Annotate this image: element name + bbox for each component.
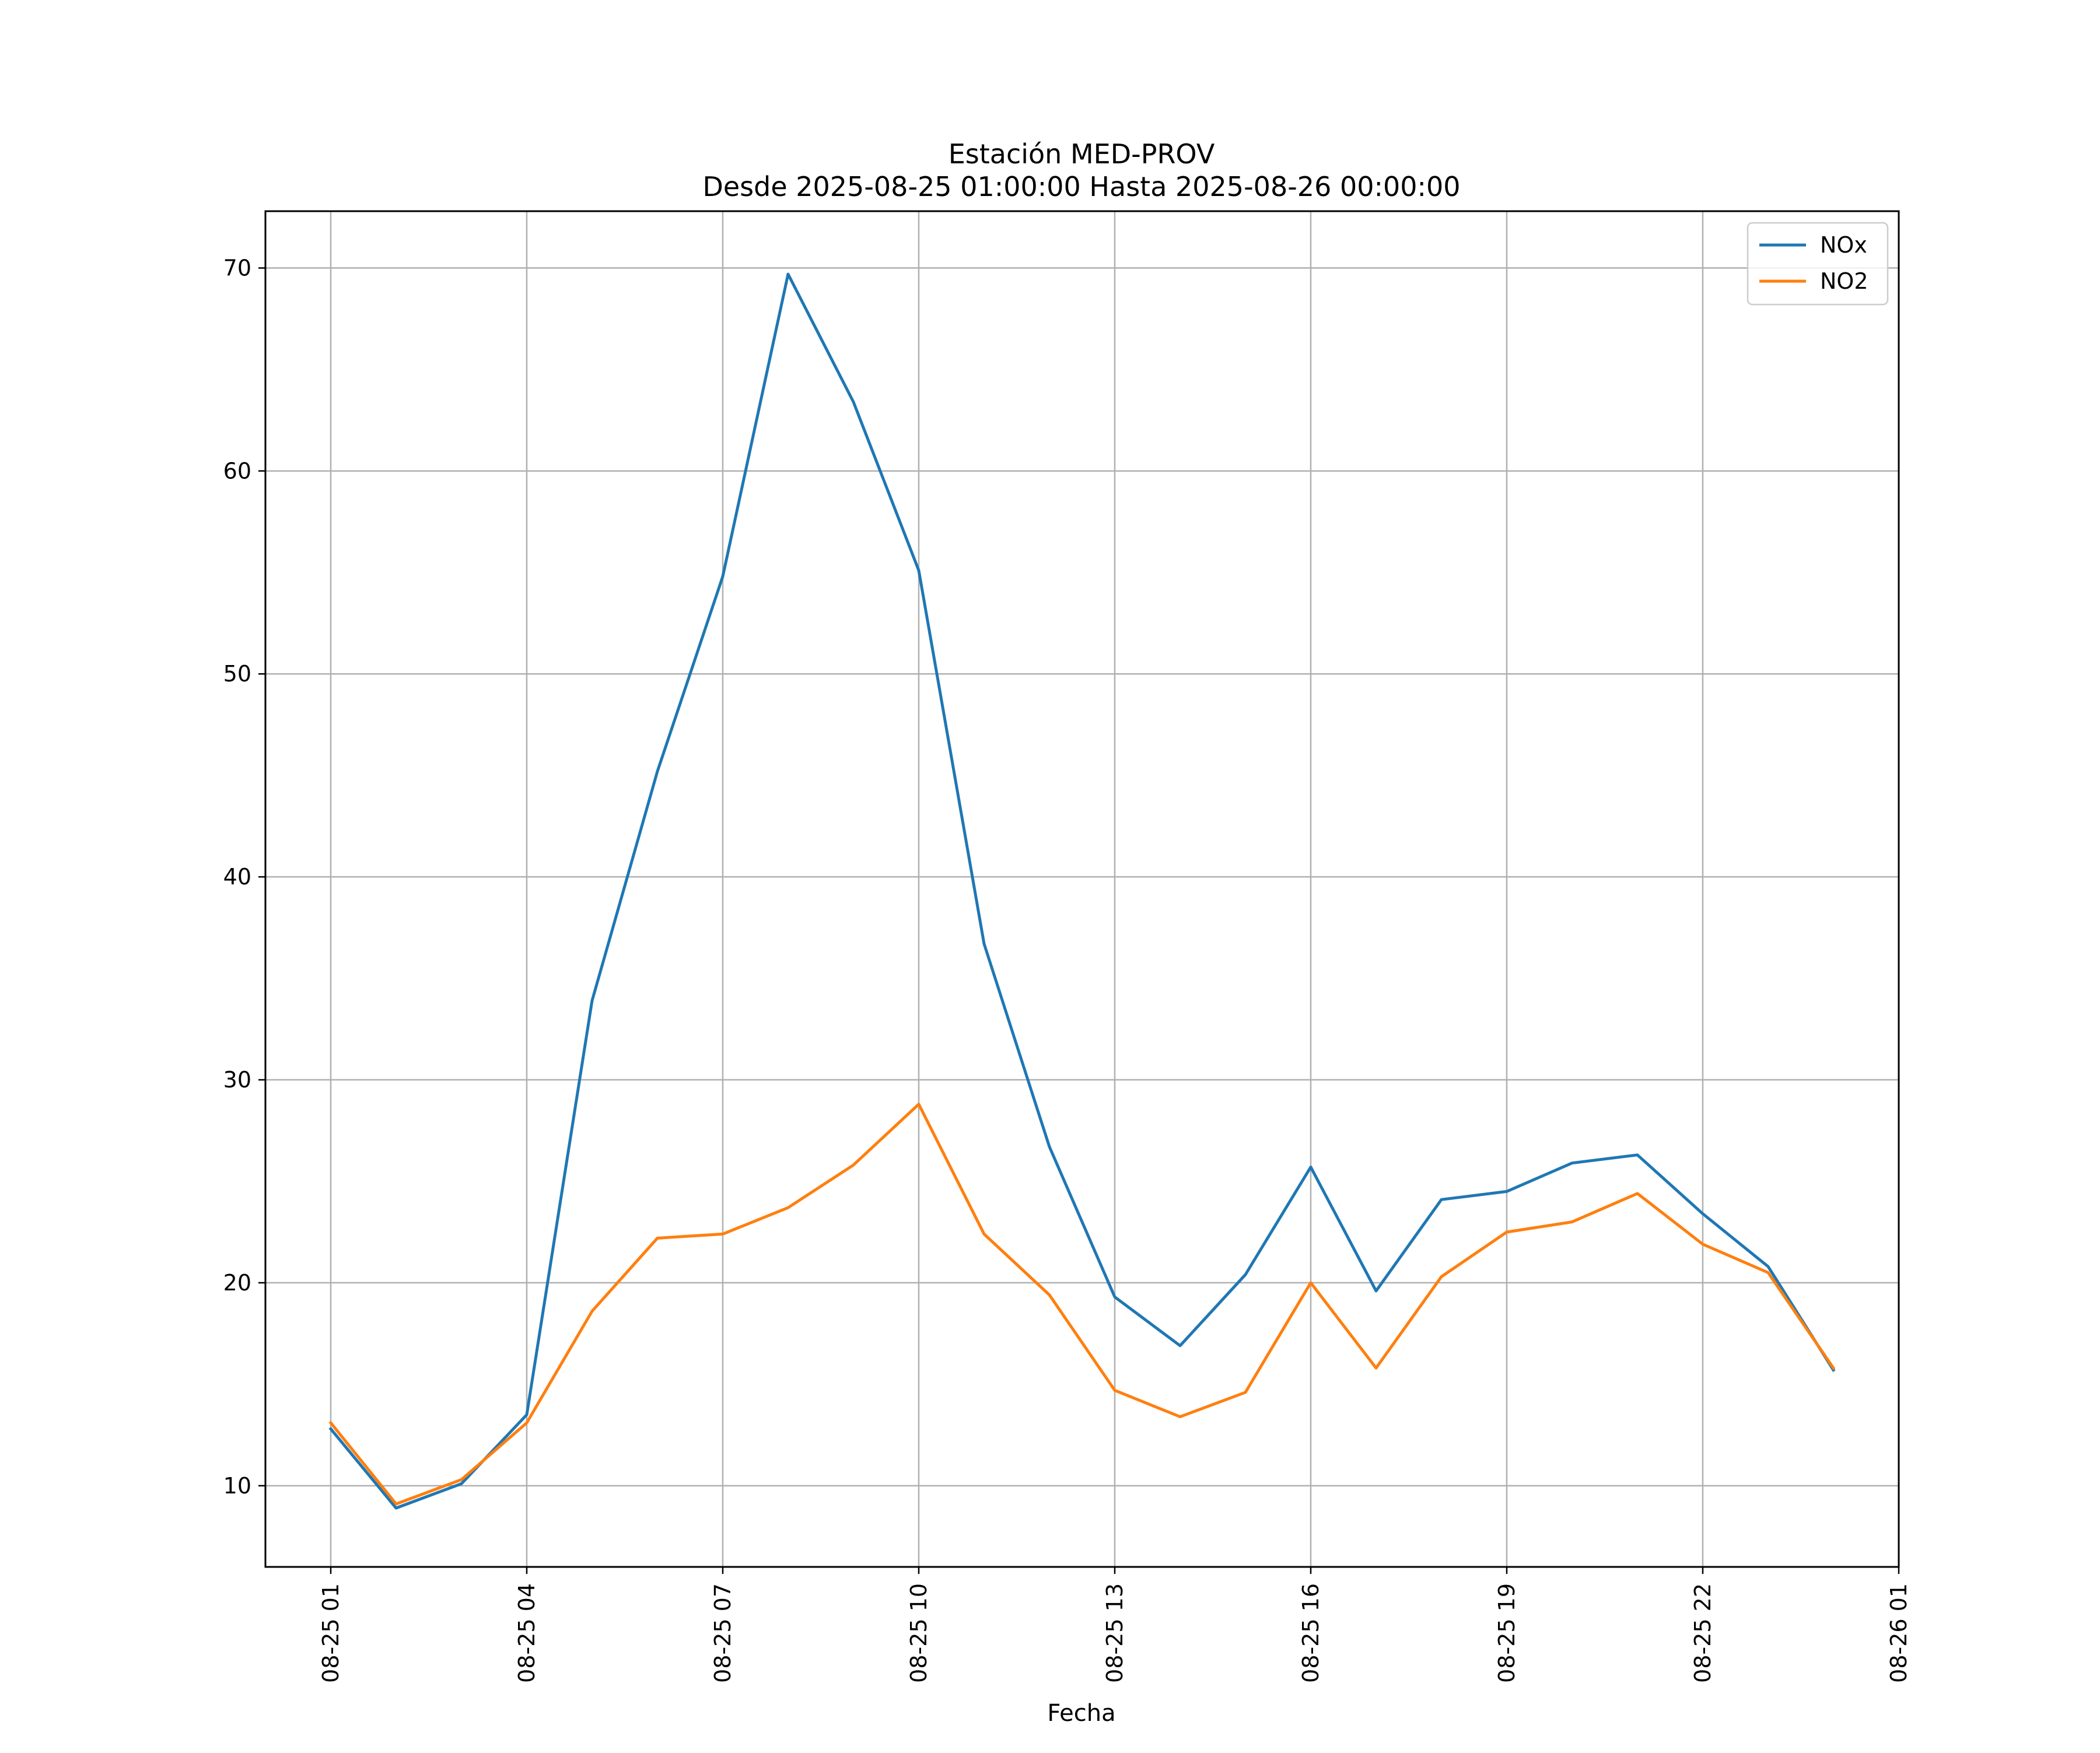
x-axis-label: Fecha: [1047, 1700, 1115, 1727]
x-tick-label: 08-25 07: [710, 1583, 736, 1683]
x-tick-label: 08-25 22: [1690, 1583, 1716, 1683]
x-tick-label: 08-25 13: [1102, 1583, 1128, 1683]
x-tick-label: 08-25 19: [1494, 1583, 1520, 1683]
x-tick-label: 08-25 16: [1298, 1583, 1324, 1683]
series-line-no2: [331, 1104, 1833, 1504]
grid: [265, 211, 1899, 1567]
legend: NOx NO2: [1748, 223, 1888, 305]
y-tick-label: 40: [223, 864, 251, 890]
x-tick-label: 08-26 01: [1886, 1583, 1912, 1683]
chart-subtitle: Desde 2025-08-25 01:00:00 Hasta 2025-08-…: [702, 171, 1460, 202]
x-tick-label: 08-25 01: [318, 1583, 344, 1683]
y-tick-label: 20: [223, 1270, 251, 1296]
x-tick-label: 08-25 10: [906, 1583, 932, 1683]
y-tick-label: 30: [223, 1067, 251, 1093]
x-tick-label: 08-25 04: [514, 1583, 540, 1683]
legend-label-no2: NO2: [1820, 268, 1868, 294]
legend-label-nox: NOx: [1820, 232, 1867, 258]
y-tick-label: 10: [223, 1473, 251, 1499]
plot-frame: [265, 211, 1899, 1567]
series-lines: [331, 274, 1833, 1508]
y-tick-label: 60: [223, 458, 251, 484]
y-tick-label: 70: [223, 255, 251, 281]
y-tick-label: 50: [223, 661, 251, 687]
series-line-nox: [331, 274, 1833, 1508]
chart-title: Estación MED-PROV: [949, 138, 1215, 170]
